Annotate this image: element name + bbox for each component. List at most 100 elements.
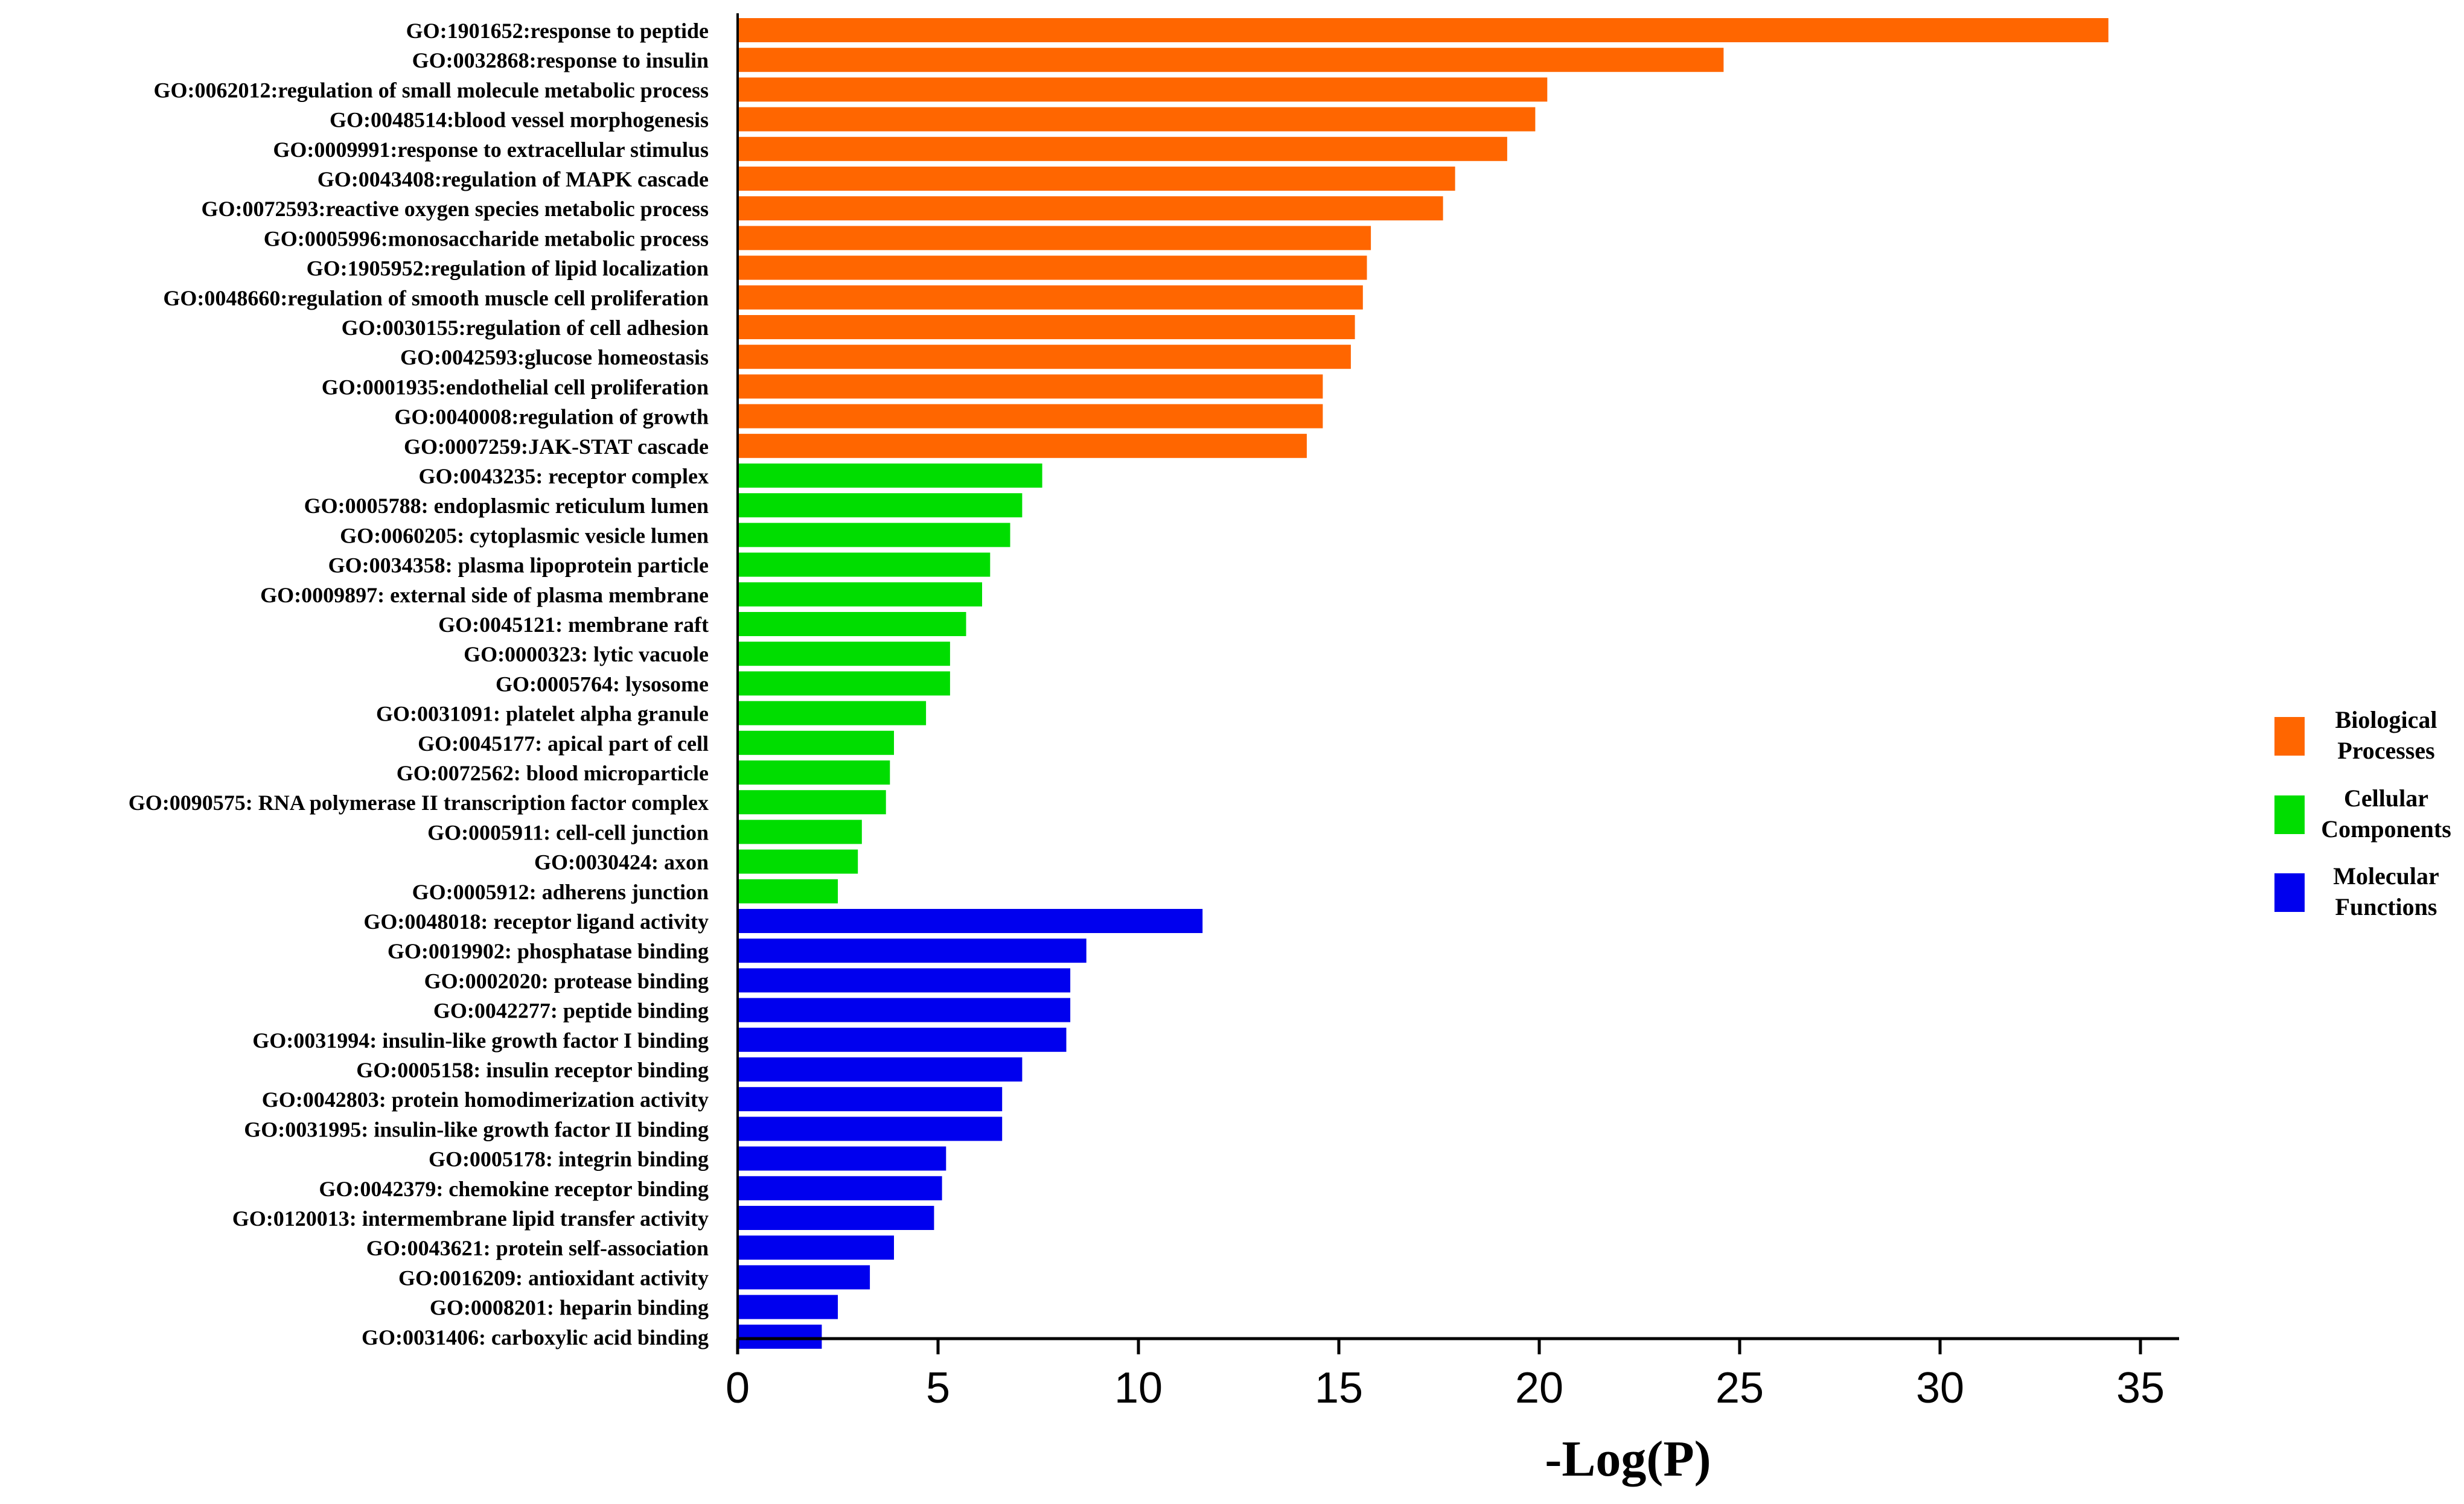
category-label: GO:0042803: protein homodimerization act…	[262, 1088, 709, 1112]
bar-2-4	[738, 1027, 1067, 1052]
category-label: GO:0005178: integrin binding	[429, 1147, 709, 1171]
legend-swatch-0	[2274, 717, 2305, 756]
bar-1-8	[738, 701, 927, 725]
legend-label: Cellular	[2344, 785, 2428, 812]
category-label: GO:1901652:response to peptide	[406, 19, 709, 43]
x-tick-label: 5	[926, 1364, 950, 1412]
bar-1-10	[738, 760, 890, 785]
category-label: GO:0043408:regulation of MAPK cascade	[318, 167, 709, 191]
bar-0-12	[738, 374, 1323, 399]
bar-1-14	[738, 879, 838, 903]
bar-0-5	[738, 167, 1455, 191]
bar-1-1	[738, 493, 1023, 518]
x-tick-label: 20	[1515, 1364, 1563, 1412]
bar-2-11	[738, 1235, 894, 1260]
bar-2-6	[738, 1087, 1003, 1112]
legend: Biological Processes Cellular Components Mol…	[2274, 706, 2451, 920]
category-label: GO:0048514:blood vessel morphogenesis	[330, 108, 709, 132]
x-axis: 0 5 10 15 20 25 30 35 -Log(P)	[726, 13, 2179, 1487]
bar-1-2	[738, 523, 1010, 547]
category-label: GO:0005911: cell-cell junction	[427, 820, 709, 844]
category-label: GO:0040008:regulation of growth	[394, 405, 709, 429]
bar-0-3	[738, 107, 1536, 132]
category-label: GO:0120013: intermembrane lipid transfer…	[232, 1206, 709, 1231]
bar-0-14	[738, 433, 1307, 458]
bar-2-12	[738, 1265, 870, 1290]
bar-1-13	[738, 849, 858, 874]
bar-1-0	[738, 464, 1042, 488]
bar-2-8	[738, 1146, 946, 1171]
bar-1-6	[738, 642, 950, 666]
bar-2-9	[738, 1176, 942, 1200]
legend-label: Components	[2321, 815, 2451, 843]
category-label: GO:0072593:reactive oxygen species metab…	[202, 197, 709, 221]
category-label: GO:0001935:endothelial cell proliferatio…	[322, 375, 709, 399]
category-label: GO:0009897: external side of plasma memb…	[260, 583, 709, 607]
category-label: GO:0031994: insulin-like growth factor I…	[252, 1028, 709, 1053]
bar-2-0	[738, 909, 1203, 933]
category-label: GO:0042277: peptide binding	[433, 999, 709, 1023]
category-label: GO:0048018: receptor ligand activity	[363, 910, 709, 934]
x-tick-label: 0	[726, 1364, 750, 1412]
bar-1-3	[738, 552, 991, 577]
bar-0-11	[738, 345, 1351, 369]
category-label: GO:0005788: endoplasmic reticulum lumen	[304, 494, 709, 518]
category-label: GO:0032868:response to insulin	[412, 48, 709, 72]
category-label: GO:0045177: apical part of cell	[418, 731, 709, 756]
bar-0-6	[738, 196, 1443, 221]
bar-0-13	[738, 404, 1323, 429]
category-label: GO:0043621: protein self-association	[366, 1236, 709, 1260]
bar-2-2	[738, 968, 1071, 993]
bar-1-4	[738, 582, 982, 607]
category-label: GO:0042593:glucose homeostasis	[400, 345, 709, 369]
bar-0-8	[738, 255, 1367, 280]
x-tick-label: 10	[1114, 1364, 1163, 1412]
bar-0-9	[738, 285, 1363, 310]
legend-label: Biological	[2335, 706, 2437, 733]
bar-0-10	[738, 315, 1355, 339]
x-tick-label: 15	[1315, 1364, 1363, 1412]
category-label: GO:0072562: blood microparticle	[397, 761, 709, 785]
legend-label: Processes	[2337, 737, 2434, 764]
bar-2-7	[738, 1117, 1003, 1141]
bar-0-7	[738, 226, 1371, 250]
category-label: GO:0043235: receptor complex	[418, 464, 709, 488]
category-label: GO:0042379: chemokine receptor binding	[319, 1177, 709, 1201]
category-label: GO:0030424: axon	[534, 850, 709, 875]
category-label: GO:0048660:regulation of smooth muscle c…	[163, 286, 709, 310]
bars-layer	[738, 18, 2108, 1349]
x-tick-label: 35	[2116, 1364, 2165, 1412]
category-label: GO:0000323: lytic vacuole	[464, 642, 709, 666]
category-label: GO:0008201: heparin binding	[430, 1296, 709, 1320]
legend-swatch-2	[2274, 873, 2305, 912]
category-label: GO:1905952:regulation of lipid localizat…	[307, 257, 709, 281]
category-label: GO:0005764: lysosome	[496, 672, 709, 696]
category-label: GO:0002020: protease binding	[424, 969, 709, 993]
category-labels: GO:1901652:response to peptide GO:0032868…	[129, 19, 709, 1349]
bar-1-5	[738, 612, 966, 636]
bar-1-9	[738, 730, 894, 755]
category-label: GO:0031406: carboxylic acid binding	[362, 1325, 709, 1349]
bar-2-14	[738, 1324, 822, 1349]
x-tick-label: 25	[1716, 1364, 1764, 1412]
legend-label: Molecular	[2333, 862, 2439, 890]
category-label: GO:0005158: insulin receptor binding	[356, 1058, 709, 1082]
category-label: GO:0060205: cytoplasmic vesicle lumen	[340, 523, 709, 547]
category-label: GO:0019902: phosphatase binding	[388, 939, 709, 963]
bar-1-11	[738, 790, 886, 815]
legend-label: Functions	[2335, 893, 2437, 920]
legend-swatch-1	[2274, 795, 2305, 834]
bar-1-12	[738, 820, 862, 844]
category-label: GO:0030155:regulation of cell adhesion	[342, 316, 709, 340]
category-label: GO:0062012:regulation of small molecule …	[153, 78, 709, 102]
category-label: GO:0090575: RNA polymerase II transcript…	[129, 791, 709, 815]
category-label: GO:0045121: membrane raft	[438, 613, 709, 637]
bar-0-0	[738, 18, 2108, 42]
category-label: GO:0031995: insulin-like growth factor I…	[244, 1117, 709, 1141]
x-axis-title: -Log(P)	[1545, 1431, 1711, 1487]
category-label: GO:0031091: platelet alpha granule	[376, 702, 709, 726]
bar-0-1	[738, 48, 1724, 72]
x-tick-label: 30	[1916, 1364, 1964, 1412]
bar-0-2	[738, 77, 1548, 102]
